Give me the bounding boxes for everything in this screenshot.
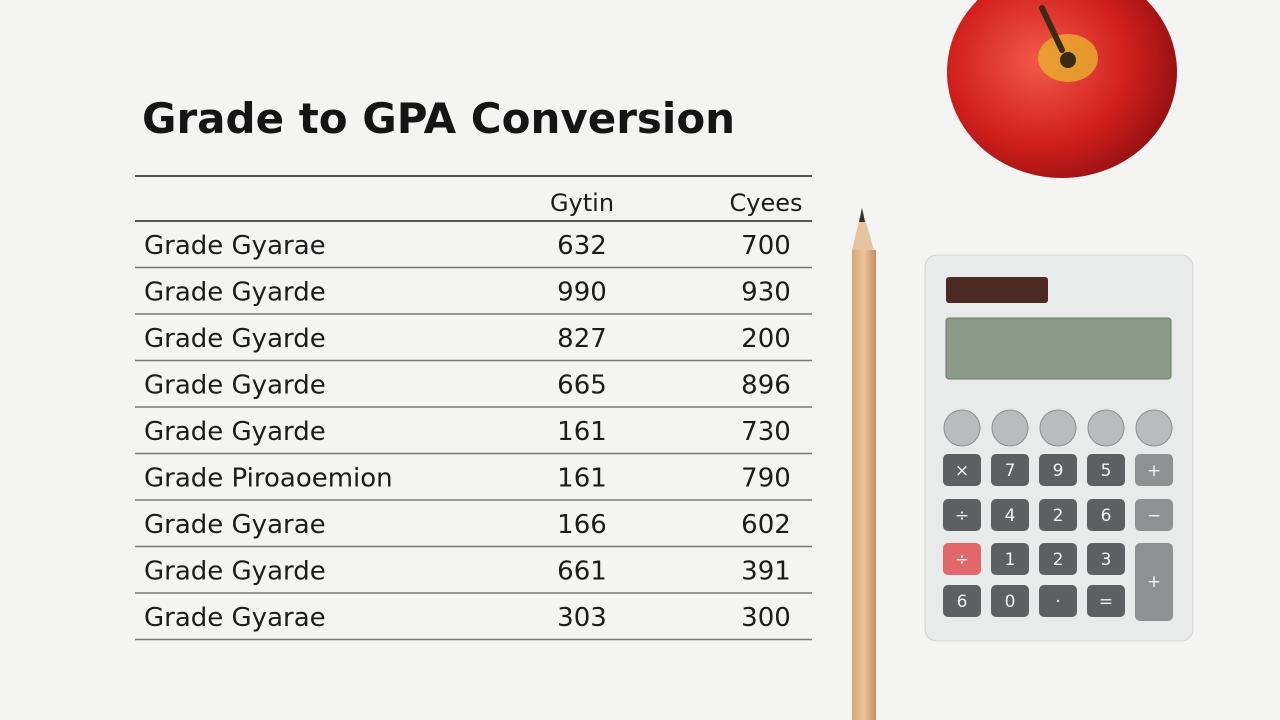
cell: 665: [557, 370, 607, 400]
key-label: 6: [1101, 506, 1112, 526]
key-label: 4: [1005, 506, 1016, 526]
round-key: [943, 409, 981, 447]
key[interactable]: [991, 543, 1029, 575]
cell: 602: [741, 510, 791, 540]
key[interactable]: [1039, 454, 1077, 486]
key[interactable]: [1039, 499, 1077, 531]
row-label: Grade Gyarde: [144, 417, 326, 447]
key[interactable]: [991, 499, 1029, 531]
key-label: 1: [1005, 550, 1016, 570]
key-label: 9: [1053, 461, 1064, 481]
key-label: 0: [1005, 592, 1016, 612]
row-label: Grade Gyarde: [144, 556, 326, 586]
cell: 161: [557, 417, 607, 447]
key[interactable]: [991, 454, 1029, 486]
key-label: 2: [1053, 550, 1064, 570]
key[interactable]: [943, 585, 981, 617]
cell: 300: [741, 603, 791, 633]
key[interactable]: [1087, 543, 1125, 575]
key-label: 2: [1053, 506, 1064, 526]
calculator: × 7 9 5 + ÷ 4 2 6 − ÷ 1 2 3 +6 0 · =: [924, 254, 1194, 642]
key-label: 7: [1005, 461, 1016, 481]
key-label: 5: [1101, 461, 1112, 481]
key[interactable]: [1135, 454, 1173, 486]
row-label: Grade Gyarde: [144, 370, 326, 400]
key-label: =: [1099, 592, 1113, 612]
key-label: −: [1147, 506, 1161, 526]
cell: 632: [557, 231, 607, 261]
row-label: Grade Gyarde: [144, 324, 326, 354]
key-label: ÷: [955, 550, 969, 570]
key-label: +: [1147, 461, 1161, 481]
round-key: [1039, 409, 1077, 447]
cell: 827: [557, 324, 607, 354]
key[interactable]: [991, 585, 1029, 617]
round-key: [1135, 409, 1173, 447]
key[interactable]: [943, 454, 981, 486]
cell: 990: [557, 277, 607, 307]
key-label: ×: [955, 461, 969, 481]
cell: 896: [741, 370, 791, 400]
table: Gytin Cyees Grade Gyarae 632 700 Grade Gyarde…: [135, 175, 812, 641]
cell: 200: [741, 324, 791, 354]
key[interactable]: [1135, 543, 1173, 621]
key[interactable]: [1087, 454, 1125, 486]
cell: 166: [557, 510, 607, 540]
cell: 303: [557, 603, 607, 633]
key-label: +: [1147, 572, 1161, 592]
row-label: Grade Gyarae: [144, 231, 326, 261]
row-label: Grade Piroaoemion: [144, 463, 393, 493]
column-header: Gytin: [550, 189, 614, 217]
round-key: [991, 409, 1029, 447]
cell: 700: [741, 231, 791, 261]
key[interactable]: [1039, 543, 1077, 575]
cell: 730: [741, 417, 791, 447]
key[interactable]: [943, 499, 981, 531]
key-label: 3: [1101, 550, 1112, 570]
key-label: ÷: [955, 506, 969, 526]
cell: 661: [557, 556, 607, 586]
key[interactable]: [1087, 585, 1125, 617]
cell: 790: [741, 463, 791, 493]
title: Grade to GPA Conversion: [142, 94, 735, 143]
row-label: Grade Gyarae: [144, 510, 326, 540]
key[interactable]: [943, 543, 981, 575]
key-label: ·: [1055, 592, 1060, 612]
round-key: [1087, 409, 1125, 447]
row-label: Grade Gyarae: [144, 603, 326, 633]
apple: [947, 0, 1177, 178]
cell: 161: [557, 463, 607, 493]
cell: 930: [741, 277, 791, 307]
key-label: 6: [957, 592, 968, 612]
key[interactable]: [1087, 499, 1125, 531]
key[interactable]: [1039, 585, 1077, 617]
cell: 391: [741, 556, 791, 586]
key[interactable]: [1135, 499, 1173, 531]
pencil: [852, 208, 876, 720]
row-label: Grade Gyarde: [144, 277, 326, 307]
column-header: Cyees: [730, 189, 803, 217]
